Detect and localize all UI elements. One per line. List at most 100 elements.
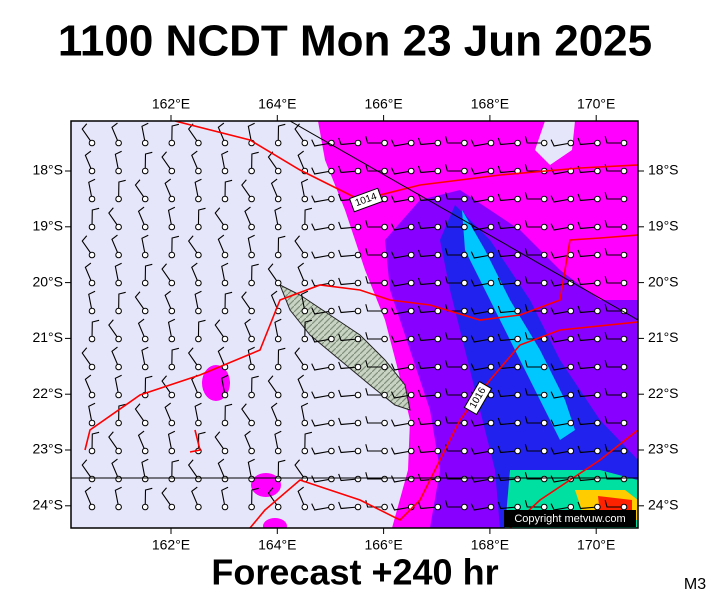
wind-barb [108, 319, 120, 340]
barb-station [487, 139, 495, 147]
wind-barb [270, 290, 279, 312]
barb-station [407, 195, 415, 203]
wind-barb [294, 347, 306, 368]
barb-station [301, 363, 309, 371]
wind-barb [524, 416, 545, 424]
wind-barb [251, 375, 259, 396]
wind-barb [161, 151, 173, 172]
barb-station [274, 167, 282, 175]
barb-station [434, 195, 442, 203]
barb-station [141, 139, 149, 147]
barb-station [461, 279, 468, 287]
barb-station [487, 251, 495, 259]
wind-barb [300, 178, 309, 200]
barb-station [381, 447, 388, 455]
wind-barb [550, 307, 571, 315]
barb-station [221, 139, 229, 147]
barb-station [301, 251, 309, 259]
reference-lines [71, 121, 638, 479]
wind-barb [217, 122, 226, 144]
barb-station [141, 363, 149, 371]
lat-label: 19°S [32, 218, 63, 234]
barb-station [141, 251, 149, 259]
barb-station [274, 391, 282, 399]
lon-label: 168°E [471, 537, 509, 553]
barb-station [594, 251, 601, 259]
wind-barb [524, 472, 545, 480]
wind-barb [311, 307, 332, 315]
wind-barb [338, 501, 359, 510]
wind-barb [88, 290, 96, 312]
wind-barb [577, 277, 598, 286]
wind-barb [604, 192, 624, 200]
wind-barb [417, 277, 438, 286]
wind-barb [604, 444, 624, 452]
barb-station [115, 335, 122, 343]
barb-station [567, 139, 575, 147]
wind-barb [365, 220, 385, 228]
reference-line [289, 121, 638, 321]
barb-station [248, 391, 255, 399]
wind-barb [311, 503, 332, 511]
lat-label: 24°S [648, 497, 679, 513]
lon-label: 162°E [152, 537, 190, 553]
barb-station [221, 251, 229, 259]
barb-station [620, 419, 628, 427]
barb-station [514, 475, 521, 483]
barb-station [434, 307, 442, 315]
barb-station [168, 223, 176, 231]
wind-barb [604, 472, 624, 480]
barb-station [248, 503, 255, 511]
barb-station [274, 419, 282, 427]
wind-barb [577, 417, 598, 426]
barb-station [461, 195, 468, 203]
model-code: M3 [684, 576, 706, 593]
barb-station [221, 335, 229, 343]
wind-barb [524, 360, 545, 368]
barb-station [115, 307, 122, 315]
wind-barb [311, 447, 332, 455]
barb-station [274, 195, 282, 203]
barb-station [354, 139, 362, 147]
barb-station [88, 167, 96, 175]
wind-barb [244, 206, 253, 228]
barb-station [514, 223, 521, 231]
barb-station [354, 503, 362, 511]
barb-station [354, 251, 362, 259]
wind-barb [251, 263, 259, 284]
lat-label: 21°S [32, 329, 63, 345]
wind-barb [550, 251, 571, 259]
lon-label: 168°E [471, 96, 509, 112]
wind-barb [134, 403, 146, 424]
wind-barb [304, 319, 313, 340]
barb-station [301, 447, 309, 455]
wind-barb [365, 276, 385, 284]
wind-barb [167, 318, 176, 340]
wind-barb [524, 332, 545, 340]
barb-station [487, 447, 495, 455]
wind-barb [141, 234, 149, 256]
barb-station [381, 363, 388, 371]
wind-barb [524, 276, 545, 284]
wind-barb [84, 374, 93, 396]
wind-barb [134, 291, 146, 312]
barb-station [461, 223, 468, 231]
wind-barb [141, 458, 149, 480]
barb-station [88, 195, 96, 203]
barb-station [221, 195, 229, 203]
wind-barb [550, 363, 571, 371]
wind-barb [470, 195, 492, 203]
barb-station [620, 195, 628, 203]
barb-station [248, 447, 255, 455]
wind-barb [365, 248, 385, 256]
wind-barb [167, 206, 176, 228]
wind-barb [497, 333, 518, 342]
wind-barb [311, 419, 332, 427]
barb-station [354, 223, 362, 231]
barb-station [381, 503, 388, 511]
wind-barb [550, 503, 571, 511]
barb-station [168, 307, 176, 315]
wind-barb [297, 374, 306, 396]
barb-station [514, 279, 521, 287]
wind-barb [391, 335, 412, 343]
